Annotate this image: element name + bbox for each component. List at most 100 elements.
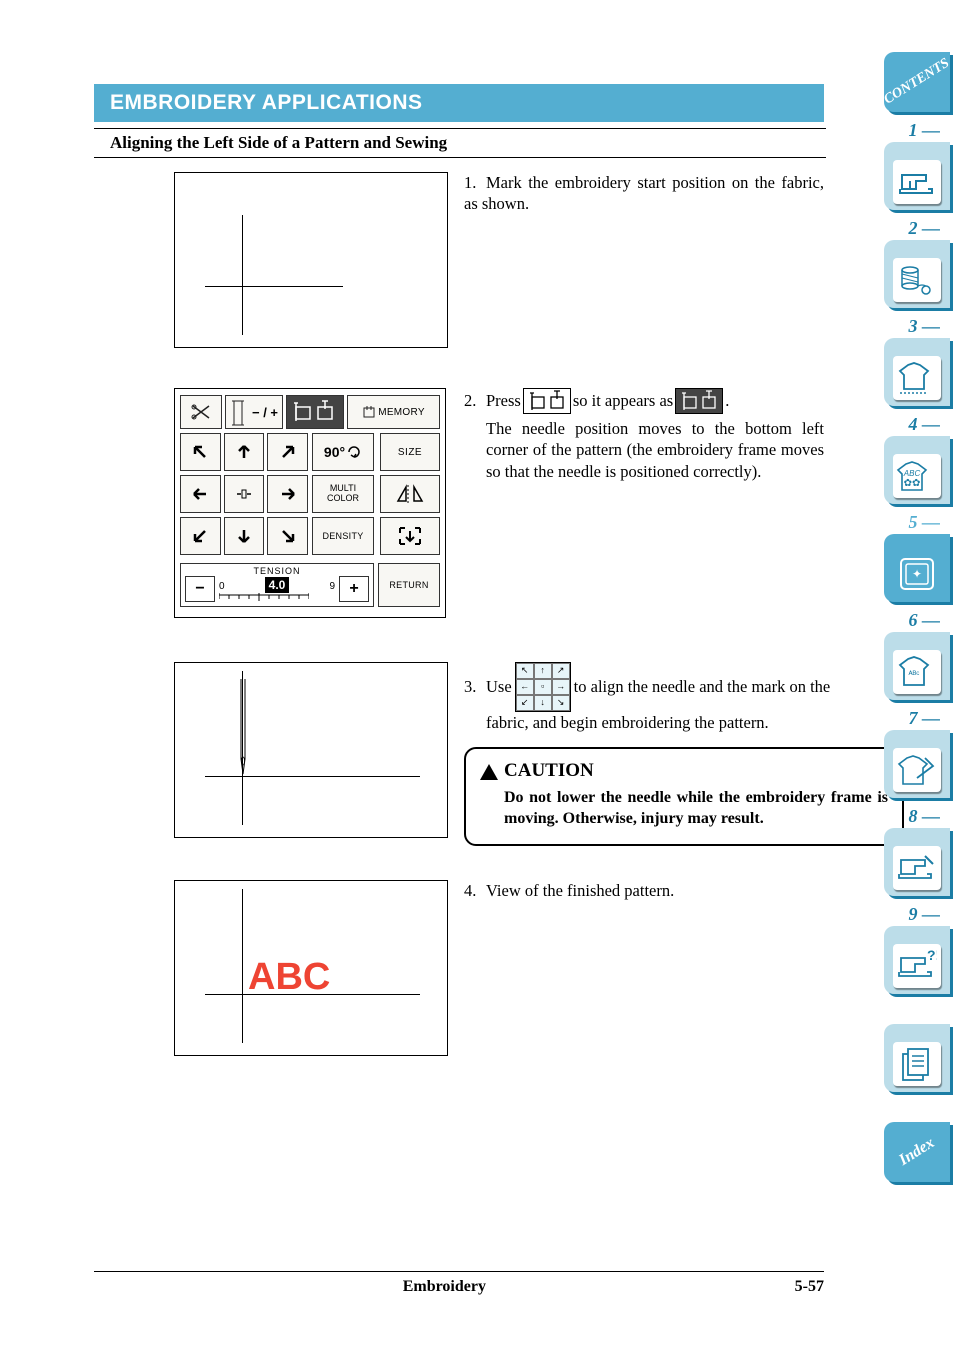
section-heading: Aligning the Left Side of a Pattern and … xyxy=(110,133,447,152)
dpad-icon: ↖↑↗ ←▫→ ↙↓↘ xyxy=(515,662,571,712)
step-4-num: 4. xyxy=(464,880,486,901)
tab-chapter-3[interactable]: 3 — xyxy=(884,338,950,406)
step-4-body: View of the finished pattern. xyxy=(486,881,674,900)
footer-page: 5-57 xyxy=(795,1278,824,1296)
svg-text:✦: ✦ xyxy=(912,567,922,581)
step-2-num: 2. xyxy=(464,390,486,411)
step-3-num: 3. xyxy=(464,676,486,697)
step-3-text: 3. Use ↖↑↗ ←▫→ ↙↓↘ to align the needle a… xyxy=(450,662,904,846)
size-label: SIZE xyxy=(398,447,422,458)
tab-appendix[interactable] xyxy=(884,1024,950,1092)
rotate-label: 90° xyxy=(324,444,345,460)
svg-text:?!: ?! xyxy=(927,950,937,963)
abc-result: ABC xyxy=(248,956,330,999)
illustration-needle-align xyxy=(174,662,448,838)
size-toggle-button[interactable]: − / + xyxy=(225,395,283,429)
chapter-tabs: CONTENTS 1 — 2 — 3 — 4 — ABC✿✿ 5 — ✦ 6 —… xyxy=(884,52,954,1212)
tab-index-label: Index xyxy=(896,1134,938,1170)
alignment-icon-after xyxy=(675,388,723,414)
arrow-left-button[interactable] xyxy=(180,475,221,513)
step-2-row: − / + MEMORY xyxy=(94,388,824,618)
arrow-down-left-button[interactable] xyxy=(180,517,221,555)
illustration-mark-fabric xyxy=(174,172,448,348)
tab-chapter-9[interactable]: 9 — ?! xyxy=(884,926,950,994)
mark-horizontal xyxy=(205,286,343,287)
tension-plus-button[interactable]: + xyxy=(339,576,369,602)
tab-chapter-4[interactable]: 4 — ABC✿✿ xyxy=(884,436,950,504)
tab-chapter-6[interactable]: 6 — ᴬᴮᶜ xyxy=(884,632,950,700)
mirror-button[interactable] xyxy=(380,475,440,513)
tab-7-num: 7 — xyxy=(909,708,941,729)
step-1-text: 1.Mark the embroidery start position on … xyxy=(450,172,824,348)
arrow-down-button[interactable] xyxy=(224,517,265,555)
step-1-num: 1. xyxy=(464,172,486,193)
arrow-up-button[interactable] xyxy=(224,433,265,471)
tab-1-num: 1 — xyxy=(909,120,941,141)
tension-max: 9 xyxy=(329,581,335,592)
multicolor-button[interactable]: MULTI COLOR xyxy=(312,475,374,513)
tab-chapter-2[interactable]: 2 — xyxy=(884,240,950,308)
step-4-row: ABC 4.View of the finished pattern. xyxy=(94,880,824,1056)
step-1-row: 1.Mark the embroidery start position on … xyxy=(94,172,824,348)
tab-9-num: 9 — xyxy=(909,904,941,925)
tension-value: 4.0 xyxy=(265,577,290,593)
arrow-down-right-button[interactable] xyxy=(267,517,308,555)
step-2-text-c: . xyxy=(725,390,729,411)
return-button[interactable]: RETURN xyxy=(378,563,440,607)
hoop-icon: ✦ xyxy=(893,552,941,596)
banner-title: EMBROIDERY APPLICATIONS xyxy=(110,91,423,114)
multicolor-label: MULTI COLOR xyxy=(327,484,359,504)
density-label: DENSITY xyxy=(322,531,363,541)
tension-panel: TENSION − 0 4.0 9 xyxy=(180,563,374,607)
touch-panel: − / + MEMORY xyxy=(174,388,446,618)
spool-icon xyxy=(893,258,941,302)
tab-3-num: 3 — xyxy=(909,316,941,337)
size-toggle-label: − / + xyxy=(252,405,278,420)
tab-contents[interactable]: CONTENTS xyxy=(884,52,950,112)
step-3-text-c: fabric, and begin embroidering the patte… xyxy=(464,712,904,733)
caution-header-text: CAUTION xyxy=(504,759,594,784)
arrow-right-button[interactable] xyxy=(267,475,308,513)
step-4-text: 4.View of the finished pattern. xyxy=(450,880,824,1056)
tab-5-num: 5 — xyxy=(909,512,941,533)
center-button[interactable] xyxy=(224,475,265,513)
tab-chapter-1[interactable]: 1 — xyxy=(884,142,950,210)
tension-label: TENSION xyxy=(185,566,369,576)
page-footer: Embroidery 5-57 xyxy=(94,1271,824,1296)
page-banner: EMBROIDERY APPLICATIONS xyxy=(94,84,824,122)
shirt-edit-icon xyxy=(893,748,941,792)
step-3-illustration-wrap xyxy=(174,662,450,846)
density-button[interactable]: DENSITY xyxy=(312,517,374,555)
frame-button[interactable] xyxy=(380,517,440,555)
illustration-finished: ABC xyxy=(174,880,448,1056)
step-1-body: Mark the embroidery start position on th… xyxy=(464,173,824,213)
alignment-button[interactable] xyxy=(286,395,344,429)
footer-section: Embroidery xyxy=(94,1278,795,1296)
caution-header: CAUTION xyxy=(480,759,888,784)
step-2-illustration-wrap: − / + MEMORY xyxy=(174,388,450,618)
arrow-up-left-button[interactable] xyxy=(180,433,221,471)
tab-chapter-7[interactable]: 7 — xyxy=(884,730,950,798)
pages-icon xyxy=(893,1042,941,1086)
memory-button[interactable]: MEMORY xyxy=(347,395,440,429)
mark-vertical xyxy=(242,215,243,335)
warning-icon xyxy=(480,764,498,780)
shirt-icon xyxy=(893,356,941,400)
step-4-illustration-wrap: ABC xyxy=(174,880,450,1056)
size-button[interactable]: SIZE xyxy=(380,433,440,471)
tab-6-num: 6 — xyxy=(909,610,941,631)
tension-scale: 0 4.0 9 xyxy=(215,577,339,601)
tab-chapter-5[interactable]: 5 — ✦ xyxy=(884,534,950,602)
tab-chapter-8[interactable]: 8 — xyxy=(884,828,950,896)
step-3-row: 3. Use ↖↑↗ ←▫→ ↙↓↘ to align the needle a… xyxy=(94,662,824,846)
step-2-text-b: so it appears as xyxy=(573,390,673,411)
cut-icon[interactable] xyxy=(180,395,222,429)
arrow-up-right-button[interactable] xyxy=(267,433,308,471)
tab-8-num: 8 — xyxy=(909,806,941,827)
page: EMBROIDERY APPLICATIONS Aligning the Lef… xyxy=(0,0,954,1346)
tension-minus-button[interactable]: − xyxy=(185,576,215,602)
abc-shirt-icon: ABC✿✿ xyxy=(893,454,941,498)
tab-index[interactable]: Index xyxy=(884,1122,950,1182)
needle-icon xyxy=(236,679,250,779)
rotate-button[interactable]: 90° xyxy=(312,433,374,471)
